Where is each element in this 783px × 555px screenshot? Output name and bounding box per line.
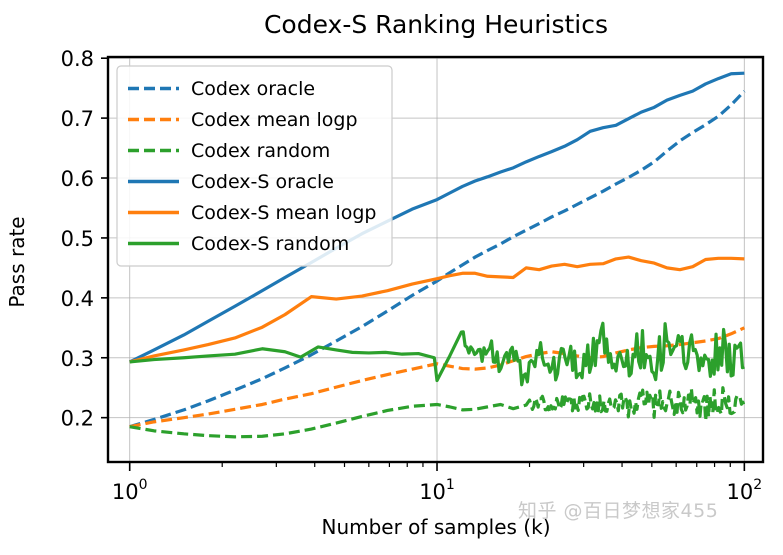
y-axis-label: Pass rate (5, 216, 29, 307)
y-tick-label-6: 0.8 (61, 47, 94, 71)
series-line-codex-oracle (129, 90, 746, 429)
y-tick-label-1: 0.3 (61, 347, 94, 371)
series-line-codex-s-mean-logp (129, 255, 745, 364)
legend-label-3[interactable]: Codex-S oracle (191, 171, 334, 193)
y-tick-label-4: 0.6 (61, 167, 94, 191)
chart-title: Codex-S Ranking Heuristics (264, 10, 608, 39)
x-axis-label: Number of samples (k) (321, 515, 550, 539)
x-tick-label-2: 102 (727, 477, 763, 504)
watermark-text: 知乎 @百日梦想家455 (518, 500, 719, 522)
series-line-codex-s-oracle (128, 71, 745, 364)
x-tick-label-1: 101 (419, 477, 455, 504)
x-axis-ticks: 100 101 102 (112, 462, 762, 504)
series-line-codex-s-random (129, 321, 745, 387)
x-tick-label-0: 100 (112, 477, 148, 504)
y-tick-label-2: 0.4 (61, 287, 94, 311)
legend-label-0[interactable]: Codex oracle (191, 78, 315, 100)
data-series-group (128, 71, 746, 439)
y-tick-label-3: 0.5 (61, 227, 94, 251)
legend-label-4[interactable]: Codex-S mean logp (191, 202, 376, 224)
series-line-codex-random (129, 386, 746, 439)
legend-label-5[interactable]: Codex-S random (191, 233, 349, 255)
legend-label-2[interactable]: Codex random (191, 140, 330, 162)
y-axis-ticks: 0.2 0.3 0.4 0.5 0.6 0.7 0.8 (61, 47, 108, 431)
chart-legend[interactable]: Codex oracle Codex mean logp Codex random C… (116, 65, 393, 267)
y-tick-label-0: 0.2 (61, 407, 94, 431)
legend-box (116, 65, 393, 267)
axes-spines (106, 55, 765, 464)
legend-label-1[interactable]: Codex mean logp (191, 109, 358, 131)
y-tick-label-5: 0.7 (61, 107, 94, 131)
plot-frame (106, 55, 765, 464)
